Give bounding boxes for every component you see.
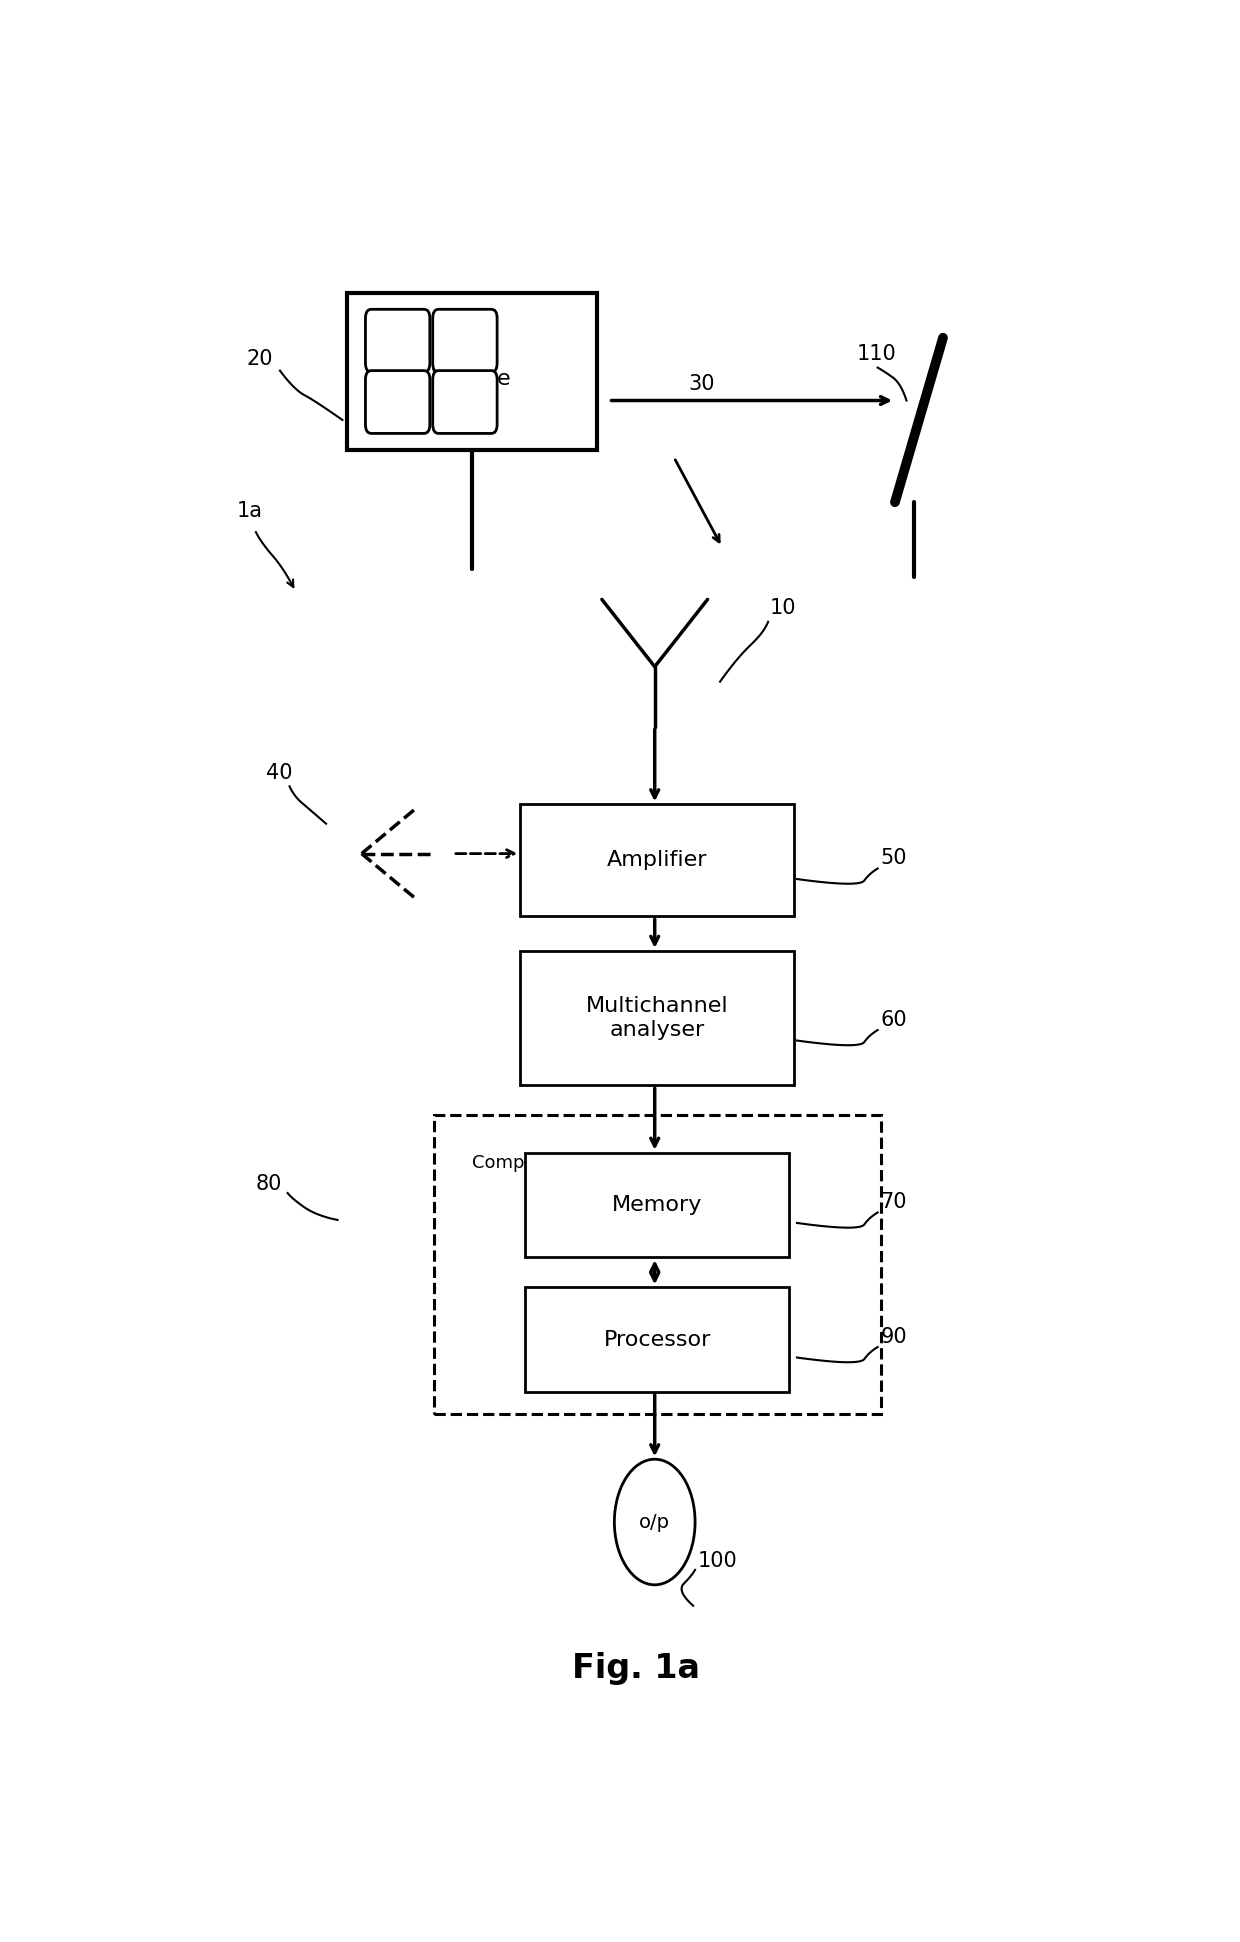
Text: Processor: Processor	[604, 1330, 711, 1350]
FancyBboxPatch shape	[366, 309, 430, 373]
Bar	[521, 804, 794, 917]
Text: 30: 30	[688, 375, 714, 394]
Text: 50: 50	[880, 849, 906, 868]
FancyBboxPatch shape	[433, 371, 497, 433]
Text: Memory: Memory	[611, 1194, 702, 1216]
Text: 110: 110	[857, 344, 897, 365]
Text: Multichannel
analyser: Multichannel analyser	[585, 996, 728, 1039]
Text: Vehicle: Vehicle	[433, 369, 512, 388]
Bar	[521, 952, 794, 1086]
Text: Computer system: Computer system	[472, 1154, 632, 1171]
Text: o/p: o/p	[640, 1513, 670, 1532]
Text: 20: 20	[247, 350, 273, 369]
Text: 10: 10	[770, 598, 796, 618]
Text: 40: 40	[265, 763, 291, 783]
Text: Fig. 1a: Fig. 1a	[572, 1653, 699, 1686]
Bar	[347, 293, 598, 451]
Bar	[434, 1115, 880, 1414]
Bar	[525, 1154, 789, 1256]
Text: 80: 80	[255, 1175, 283, 1194]
FancyBboxPatch shape	[433, 309, 497, 373]
Text: Amplifier: Amplifier	[606, 851, 707, 870]
Text: 1a: 1a	[237, 501, 263, 520]
Bar	[525, 1288, 789, 1392]
Text: 60: 60	[880, 1010, 908, 1029]
Text: 90: 90	[880, 1326, 908, 1346]
Text: 70: 70	[880, 1192, 906, 1212]
Text: 100: 100	[698, 1552, 738, 1571]
FancyBboxPatch shape	[366, 371, 430, 433]
